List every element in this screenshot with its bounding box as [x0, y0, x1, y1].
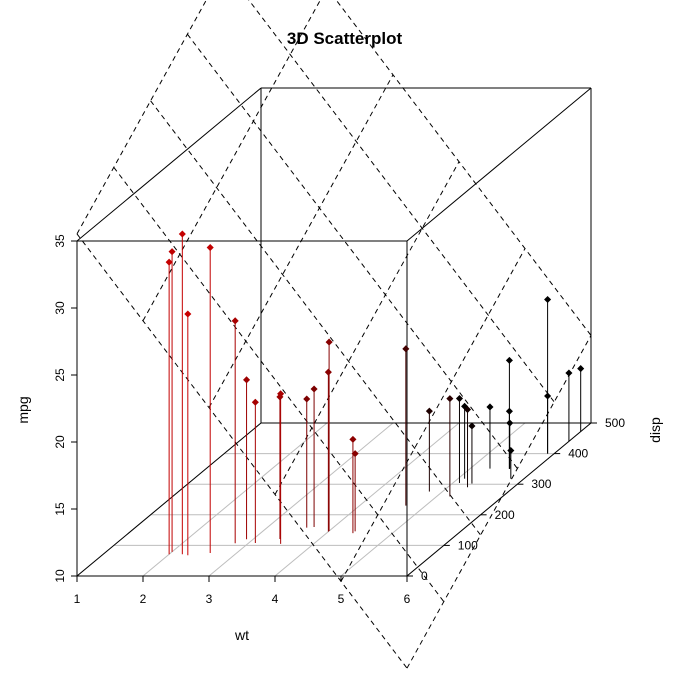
data-point — [507, 447, 515, 455]
data-point — [178, 230, 186, 238]
data-point — [425, 407, 433, 415]
plane-line-x — [76, 0, 207, 235]
x-tick-label: 2 — [140, 592, 147, 606]
data-point — [206, 243, 214, 252]
plane-line-x — [208, 74, 394, 408]
y-tick-label: 15 — [53, 502, 67, 516]
data-point — [544, 295, 552, 304]
z-tick-label: 400 — [568, 447, 588, 461]
z-tick-label: 200 — [495, 508, 515, 522]
data-point — [184, 310, 192, 318]
x-tick-label: 5 — [338, 592, 345, 606]
plane-line-z — [187, 33, 518, 469]
z-tick-label: 300 — [531, 477, 551, 491]
data-point — [402, 345, 410, 353]
z-axis-label: disp — [647, 417, 663, 443]
data-point — [446, 395, 454, 403]
data-point — [324, 368, 332, 376]
z-tick-label: 500 — [605, 416, 625, 430]
data-point — [544, 392, 552, 400]
x-tick-label: 1 — [74, 592, 81, 606]
floor-gridline-x — [340, 422, 526, 577]
box-edge — [76, 87, 262, 242]
y-tick-label: 20 — [53, 435, 67, 449]
regression-plane — [76, 0, 592, 669]
plane-line-z — [150, 100, 481, 536]
y-tick-label: 10 — [53, 569, 67, 583]
data-point — [168, 248, 176, 256]
data-point — [506, 419, 514, 427]
data-point — [468, 422, 476, 430]
box-edge — [406, 87, 592, 242]
data-point — [243, 376, 251, 384]
plane-line-z — [248, 0, 555, 403]
x-tick-label: 4 — [272, 592, 279, 606]
z-tick-label: 100 — [458, 538, 478, 552]
data-point — [310, 385, 318, 393]
axis-ticks: 1 2 3 4 5 6 10 15 20 25 30 35 0 100 200 300 400 500 — [53, 234, 625, 606]
data-point — [505, 356, 513, 364]
x-tick-label: 6 — [404, 592, 411, 606]
drop-lines — [168, 234, 582, 556]
data-point — [486, 403, 494, 411]
y-tick-label: 25 — [53, 368, 67, 382]
data-point — [577, 365, 585, 373]
plane-line-z — [76, 233, 408, 669]
data-point — [231, 317, 239, 325]
data-point — [165, 258, 173, 266]
data-point — [325, 338, 333, 346]
x-axis-label: wt — [234, 627, 249, 643]
x-tick-label: 3 — [206, 592, 213, 606]
data-point — [349, 435, 357, 443]
data-point — [351, 450, 359, 458]
data-point — [303, 395, 311, 403]
data-point — [251, 398, 259, 406]
plane-line-x — [274, 161, 460, 495]
chart-title: 3D Scatterplot — [287, 29, 403, 48]
floor-grid — [76, 422, 592, 577]
y-tick-label: 30 — [53, 301, 67, 315]
z-tick-label: 0 — [421, 569, 428, 583]
data-point — [277, 390, 285, 398]
plane-line-x — [406, 335, 592, 669]
plane-line-x — [340, 248, 526, 582]
data-point — [455, 395, 464, 403]
plane-line-z — [335, 0, 592, 336]
y-axis-label: mpg — [15, 396, 31, 423]
data-point — [565, 369, 573, 377]
data-point — [463, 406, 472, 414]
y-tick-label: 35 — [53, 234, 67, 248]
floor-gridline-x — [274, 422, 460, 577]
bounding-box — [76, 87, 592, 577]
plane-line-x — [142, 0, 321, 321]
floor-gridline-x — [208, 422, 394, 577]
box-edge — [406, 422, 592, 577]
plane-line-z — [113, 167, 445, 602]
data-point — [505, 407, 513, 415]
data-points — [165, 230, 585, 458]
